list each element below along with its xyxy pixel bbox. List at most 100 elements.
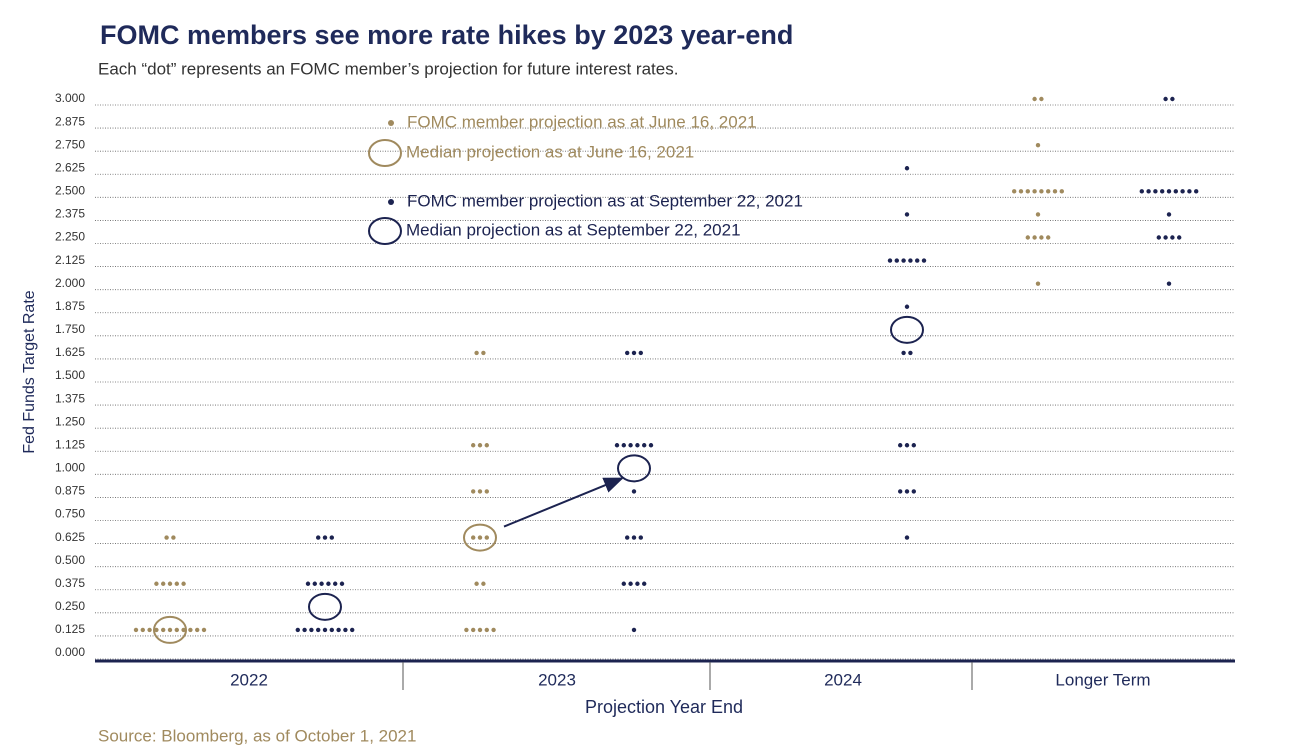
median-circle	[617, 454, 651, 483]
member-dot	[188, 627, 193, 633]
member-dot	[154, 581, 159, 586]
member-dot	[336, 627, 341, 633]
member-dot	[1046, 189, 1051, 194]
member-dot	[638, 350, 643, 356]
member-dot	[1035, 142, 1041, 148]
y-axis-label: Fed Funds Target Rate	[21, 290, 38, 453]
y-tick-label: 1.125	[55, 437, 85, 451]
member-dot	[911, 443, 916, 448]
member-dot	[1035, 281, 1041, 286]
member-dot	[921, 258, 927, 263]
member-dot	[195, 627, 200, 633]
y-tick-label: 1.000	[55, 461, 85, 475]
member-dot	[648, 443, 654, 448]
y-tick-label: 2.500	[55, 184, 85, 198]
member-dot	[1166, 212, 1172, 217]
legend-label: Median projection as at September 22, 20…	[406, 220, 741, 239]
y-tick-label: 0.250	[55, 599, 85, 613]
member-dot	[1039, 189, 1044, 194]
x-tick-label: 2024	[824, 670, 862, 689]
member-dot	[898, 489, 903, 494]
member-dot	[631, 489, 637, 494]
y-tick-label: 2.750	[55, 137, 85, 151]
member-dot	[474, 350, 479, 356]
legend-circle	[368, 217, 402, 245]
member-dot	[908, 350, 913, 356]
legend-circle	[368, 139, 402, 167]
y-tick-label: 1.375	[55, 391, 85, 405]
member-dot	[1059, 189, 1065, 194]
member-dot	[887, 258, 893, 263]
member-dot	[1039, 235, 1044, 240]
member-dot	[904, 166, 910, 171]
member-dot	[621, 443, 626, 448]
member-dot	[167, 627, 173, 633]
member-dot	[464, 627, 469, 633]
median-circle	[463, 523, 497, 552]
member-dot	[1032, 96, 1037, 102]
member-dot	[333, 581, 338, 586]
member-dot	[471, 627, 476, 633]
x-tick-label: 2023	[538, 670, 576, 689]
member-dot	[477, 489, 483, 494]
member-dot	[1170, 96, 1175, 102]
member-dot	[1194, 189, 1199, 194]
member-dot	[484, 443, 489, 448]
member-dot	[1170, 235, 1175, 240]
legend-label: Median projection as at June 16, 2021	[406, 142, 694, 161]
legend-label: FOMC member projection as at September 2…	[407, 191, 803, 210]
member-dot	[1139, 189, 1145, 194]
member-dot	[295, 627, 300, 633]
member-dot	[1156, 235, 1162, 240]
member-dot	[477, 443, 483, 448]
member-dot	[154, 627, 159, 633]
member-dot	[1032, 189, 1037, 194]
member-dot	[164, 535, 169, 540]
member-dot	[1012, 189, 1017, 194]
member-dot	[915, 258, 920, 263]
member-dot	[339, 581, 345, 586]
member-dot	[481, 581, 486, 586]
chart-subtitle: Each “dot” represents an FOMC member’s p…	[98, 59, 678, 78]
member-dot	[477, 627, 483, 633]
member-dot	[904, 212, 910, 217]
member-dot	[642, 443, 647, 448]
member-dot	[614, 443, 620, 448]
median-circle	[308, 592, 342, 621]
y-tick-label: 2.250	[55, 230, 85, 244]
member-dot	[898, 443, 903, 448]
member-dot	[167, 581, 173, 586]
member-dot	[904, 304, 910, 309]
member-dot	[908, 258, 913, 263]
y-tick-label: 3.000	[55, 91, 85, 105]
member-dot	[140, 627, 145, 633]
y-tick-label: 1.500	[55, 368, 85, 382]
member-dot	[477, 535, 483, 540]
member-dot	[631, 350, 637, 356]
member-dot	[471, 535, 476, 540]
member-dot	[161, 627, 166, 633]
source: Source: Bloomberg, as of October 1, 2021	[98, 726, 416, 745]
member-dot	[305, 581, 311, 586]
member-dot	[911, 489, 916, 494]
y-tick-label: 0.625	[55, 530, 85, 544]
y-tick-label: 0.500	[55, 553, 85, 567]
member-dot	[1160, 189, 1165, 194]
member-dot	[181, 627, 186, 633]
member-dot	[481, 350, 486, 356]
member-dot	[474, 581, 479, 586]
y-tick-label: 1.250	[55, 414, 85, 428]
member-dot	[302, 627, 307, 633]
member-dot	[631, 535, 637, 540]
member-dot	[329, 535, 334, 540]
member-dot	[638, 535, 643, 540]
y-tick-label: 2.625	[55, 160, 85, 174]
member-dot	[635, 443, 640, 448]
y-tick-label: 2.125	[55, 253, 85, 267]
member-dot	[350, 627, 355, 633]
member-dot	[133, 627, 139, 633]
y-tick-label: 1.750	[55, 322, 85, 336]
member-dot	[312, 581, 317, 586]
y-tick-label: 0.750	[55, 507, 85, 521]
member-dot	[628, 443, 633, 448]
